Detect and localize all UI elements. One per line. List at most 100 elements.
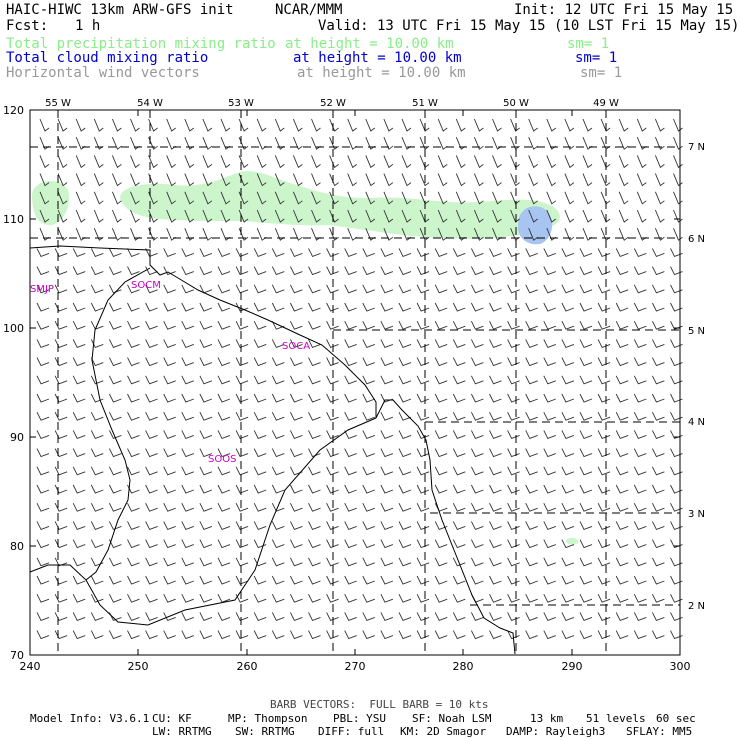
wind-barb: [54, 266, 68, 276]
wind-barb: [579, 339, 593, 348]
wind-barb: [217, 393, 231, 403]
wind-barb: [181, 593, 194, 603]
wind-barb: [181, 266, 194, 276]
wind-barb: [347, 155, 357, 169]
wind-barb: [579, 284, 593, 294]
wind-barb: [90, 539, 104, 549]
wind-barb: [416, 502, 430, 512]
wind-barb: [326, 502, 339, 512]
wind-barb: [274, 118, 285, 132]
wind-barb: [654, 155, 665, 169]
wind-barb: [597, 612, 611, 621]
wind-barb: [329, 191, 339, 205]
wind-barb: [579, 448, 593, 458]
wind-barb: [452, 502, 466, 512]
wind-barb: [181, 630, 194, 640]
wind-barb: [217, 484, 231, 494]
wind-barb: [90, 266, 104, 276]
wind-barb: [489, 302, 502, 312]
wind-barb: [543, 448, 556, 458]
wind-barb: [362, 430, 375, 439]
wind-barb: [489, 375, 502, 385]
wind-barb: [507, 430, 520, 439]
wind-barb: [507, 484, 520, 494]
wind-barb: [510, 173, 520, 187]
wind-barb: [416, 557, 430, 567]
sflay-option: SFLAY: MM5: [626, 725, 693, 738]
wind-barb: [636, 155, 647, 169]
wind-barb: [507, 411, 520, 421]
wind-barb: [670, 375, 683, 385]
wind-barb: [398, 302, 412, 312]
wind-barb: [256, 173, 267, 187]
wind-barb: [344, 593, 357, 603]
coastlines: [29, 245, 516, 655]
wind-barb: [127, 593, 140, 603]
wind-barb: [362, 320, 375, 330]
wind-barb: [492, 155, 502, 169]
wind-barb: [525, 575, 538, 585]
wind-barb: [452, 320, 466, 330]
wind-barb: [380, 502, 394, 512]
wind-barb: [455, 155, 466, 169]
field-wind-name: Horizontal wind vectors: [6, 65, 200, 81]
wind-barb: [90, 612, 104, 621]
wind-barb: [470, 466, 484, 476]
wind-barb: [651, 339, 665, 348]
wind-barb: [289, 302, 303, 312]
wind-barb: [633, 375, 647, 385]
wind-barb: [127, 393, 140, 403]
wind-barb: [452, 357, 466, 367]
wind-barb: [145, 612, 158, 621]
sf-scheme: SF: Noah LSM: [412, 712, 492, 725]
wind-barb: [470, 248, 484, 257]
wind-barb: [326, 393, 339, 403]
wind-barb: [383, 155, 394, 169]
wind-barb: [673, 191, 683, 205]
wind-barb: [579, 411, 593, 421]
wind-barb: [473, 155, 484, 169]
wind-barb: [633, 539, 647, 549]
wind-barb: [670, 630, 683, 640]
wind-barb: [181, 502, 194, 512]
wind-barb: [163, 448, 176, 458]
wind-barb: [489, 448, 502, 458]
wind-barb: [274, 155, 285, 169]
wind-barb: [344, 339, 357, 348]
wind-barb: [452, 630, 466, 640]
wind-barb: [434, 357, 448, 367]
wind-barb: [380, 575, 394, 585]
wind-barb: [434, 284, 448, 294]
wind-barb: [326, 630, 339, 640]
wind-barb: [633, 502, 647, 512]
wind-barb: [217, 357, 231, 367]
wind-barb: [380, 521, 394, 530]
wind-barb: [434, 302, 448, 312]
wind-barb: [75, 209, 86, 223]
wind-barb: [235, 375, 249, 385]
wind-barb: [489, 393, 502, 403]
wind-barb: [380, 411, 394, 421]
wind-barb: [181, 320, 194, 330]
wind-barb: [582, 209, 593, 223]
wind-barb: [561, 284, 575, 294]
wind-barb: [199, 302, 213, 312]
wind-barb: [326, 575, 339, 585]
wind-barb: [54, 357, 68, 367]
wind-barb: [561, 393, 575, 403]
wind-barb: [75, 173, 86, 187]
wind-barb: [470, 630, 484, 640]
plot-title: HAIC-HIWC 13km ARW-GFS init: [6, 2, 234, 18]
wind-barb: [54, 539, 68, 549]
wind-barb: [184, 209, 195, 223]
wind-barb: [163, 266, 176, 276]
wind-barb: [181, 612, 194, 621]
wind-barb: [416, 339, 430, 348]
wind-barb: [615, 593, 629, 603]
wind-barb: [108, 266, 122, 276]
wind-barb: [292, 155, 303, 169]
wind-barb: [108, 575, 122, 585]
wind-barb: [561, 448, 575, 458]
wind-barb: [145, 557, 158, 567]
wind-barb: [452, 521, 466, 530]
